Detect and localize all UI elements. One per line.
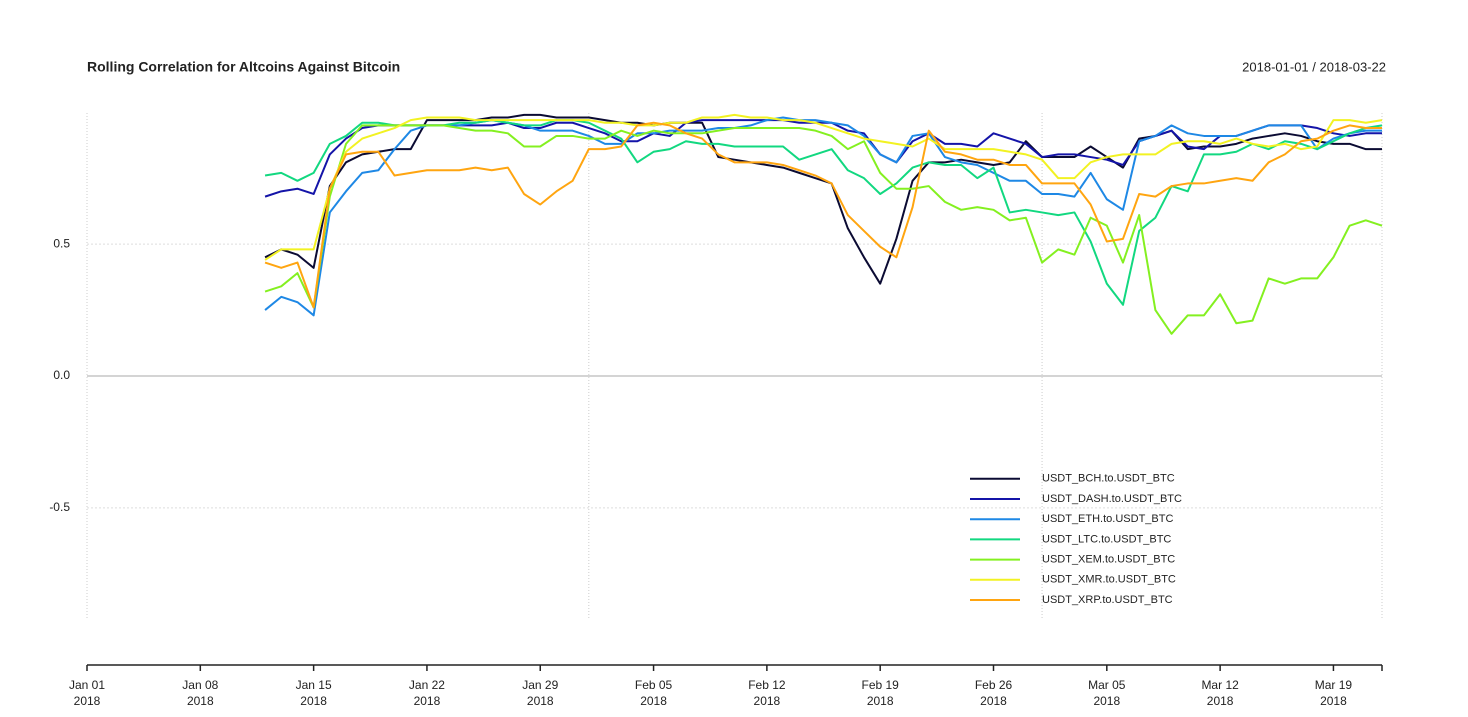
chart-subtitle: 2018-01-01 / 2018-03-22	[1242, 59, 1386, 74]
series-line	[264, 116, 1382, 317]
y-tick-label: 0.0	[53, 368, 70, 382]
series-line	[264, 119, 1382, 198]
x-tick-label: Mar 19 2018	[1314, 678, 1353, 708]
chart-title: Rolling Correlation for Altcoins Against…	[87, 59, 400, 75]
y-tick-label: 0.5	[53, 236, 70, 250]
x-tick-label: Mar 12 2018	[1201, 678, 1239, 708]
x-tick-label: Jan 01 2018	[68, 678, 106, 708]
legend-label: USDT_LTC.to.USDT_BTC	[1042, 533, 1171, 545]
x-tick-label: Feb 05 2018	[634, 678, 673, 708]
legend-label: USDT_XRP.to.USDT_BTC	[1042, 594, 1173, 606]
x-tick-label: Jan 15 2018	[295, 678, 332, 708]
legend-label: USDT_XMR.to.USDT_BTC	[1042, 574, 1176, 586]
series-line	[264, 124, 1383, 335]
x-tick-label: Jan 08 2018	[182, 678, 219, 708]
x-tick-label: Jan 22 2018	[408, 678, 445, 708]
y-tick-label: -0.5	[49, 500, 70, 514]
legend-label: USDT_ETH.to.USDT_BTC	[1042, 513, 1173, 525]
x-tick-label: Feb 26 2018	[974, 678, 1013, 708]
x-tick-label: Jan 29 2018	[522, 678, 559, 708]
x-tick-label: Mar 05 2018	[1088, 678, 1126, 708]
legend-label: USDT_BCH.to.USDT_BTC	[1042, 473, 1175, 485]
series-line	[264, 119, 1383, 306]
legend-label: USDT_DASH.to.USDT_BTC	[1042, 493, 1182, 505]
series-line	[264, 121, 1382, 309]
series-line	[264, 113, 1383, 261]
x-tick-label: Feb 19 2018	[861, 678, 899, 708]
x-tick-label: Feb 12 2018	[748, 678, 786, 708]
legend-label: USDT_XEM.to.USDT_BTC	[1042, 554, 1175, 566]
